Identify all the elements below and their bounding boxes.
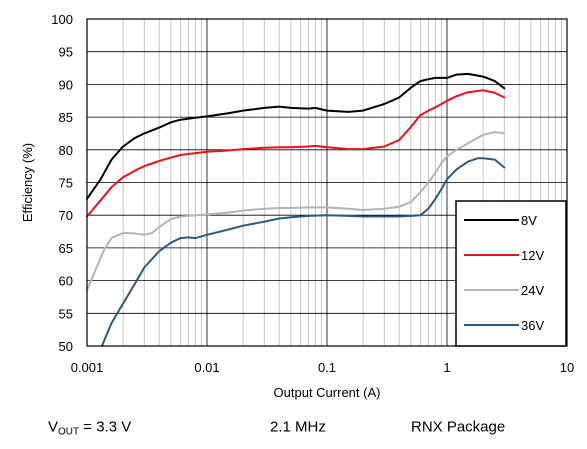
legend-label-36v: 36V [521,318,544,333]
y-tick-label: 70 [59,208,73,223]
y-tick-label: 65 [59,241,73,256]
y-tick-label: 60 [59,274,73,289]
y-tick-label: 95 [59,45,73,60]
legend-label-12v: 12V [521,248,544,263]
y-tick-label: 80 [59,143,73,158]
y-tick-labels: 50 55 60 65 70 75 80 85 90 95 100 [51,12,73,354]
x-tick-labels: 0.001 0.01 0.1 1 10 [71,360,575,375]
x-tick-label: 0.1 [318,360,336,375]
y-tick-label: 50 [59,339,73,354]
x-axis-label: Output Current (A) [274,385,381,400]
series-lines [86,72,506,347]
vout-symbol: V [48,418,59,436]
series-line-8v [86,72,506,200]
legend-label-8v: 8V [521,213,537,228]
x-tick-label: 1 [443,360,450,375]
series-line-36v [100,157,506,347]
vout-subscript: OUT [58,426,80,438]
vout-caption: VOUT = 3.3 V [48,418,132,438]
package-caption: RNX Package [411,418,506,436]
legend-label-24v: 24V [521,283,544,298]
x-tick-label: 10 [560,360,574,375]
y-tick-label: 75 [59,176,73,191]
y-tick-label: 55 [59,306,73,321]
y-tick-label: 100 [51,12,73,27]
frequency-caption: 2.1 MHz [270,418,326,436]
legend: 8V 12V 24V 36V [455,200,567,347]
y-tick-label: 85 [59,110,73,125]
legend-box [455,200,567,347]
x-tick-label: 0.001 [71,360,104,375]
vout-value: = 3.3 V [79,418,132,436]
y-tick-label: 90 [59,77,73,92]
series-line-12v [86,89,506,218]
x-tick-label: 0.01 [194,360,219,375]
y-axis-label: Efficiency (%) [20,143,35,222]
plot-border [86,18,568,347]
series-line-24v [86,131,506,292]
